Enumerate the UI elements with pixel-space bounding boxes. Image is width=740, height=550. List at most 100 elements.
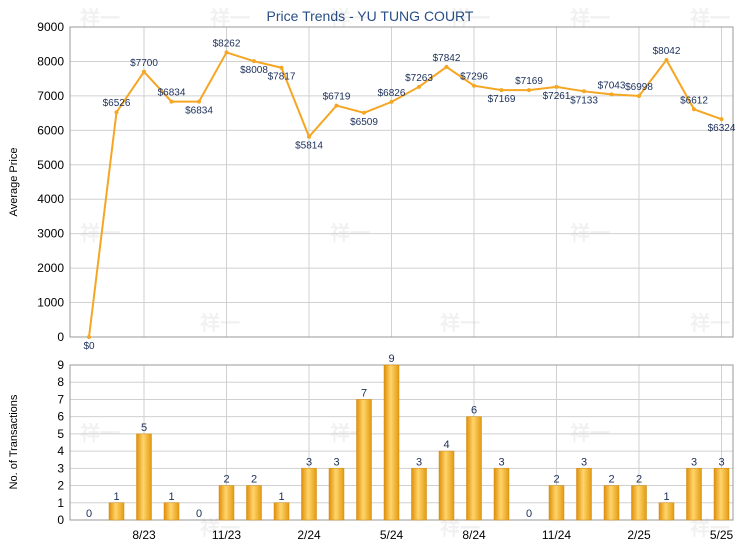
price-y-tick-label: 6000 <box>37 123 64 137</box>
price-point <box>609 92 614 97</box>
x-tick-label: 5/24 <box>380 528 404 542</box>
transactions-bar-label: 2 <box>223 474 229 486</box>
transactions-plot-frame <box>69 364 734 521</box>
transactions-bar <box>713 468 730 521</box>
watermark-text: 祥一 <box>690 6 730 30</box>
transactions-bar-label: 1 <box>113 491 119 503</box>
transactions-y-tick-label: 4 <box>57 444 64 458</box>
transactions-bar-label: 0 <box>526 508 532 520</box>
price-y-tick-label: 9000 <box>37 20 64 34</box>
price-point <box>362 110 366 115</box>
price-y-tick-label: 5000 <box>37 158 64 172</box>
price-point <box>307 134 311 139</box>
transactions-bar-label: 4 <box>443 439 449 451</box>
watermark-text: 祥一 <box>570 421 610 445</box>
transactions-bar <box>493 468 510 521</box>
price-data-label: $8042 <box>653 46 681 57</box>
price-data-label: $6509 <box>350 117 378 128</box>
price-y-tick-label: 4000 <box>37 192 64 206</box>
transactions-bar-label: 3 <box>691 456 697 468</box>
price-data-label: $6526 <box>103 98 131 109</box>
price-axis-label: Average Price <box>8 148 20 217</box>
transactions-y-tick-label: 0 <box>57 513 64 527</box>
price-point <box>142 69 146 74</box>
transactions-bar-label: 2 <box>636 474 642 486</box>
price-y-tick-label: 3000 <box>37 227 64 241</box>
price-point <box>114 110 119 115</box>
price-point <box>554 84 559 89</box>
price-point <box>169 99 174 104</box>
transactions-bar-label: 1 <box>663 491 669 503</box>
transactions-bar <box>383 364 400 521</box>
price-point <box>527 88 531 93</box>
price-data-label: $7169 <box>515 76 543 87</box>
price-point <box>87 335 91 339</box>
price-point <box>334 103 339 108</box>
transactions-bar <box>163 502 180 521</box>
price-data-label: $6834 <box>158 88 186 99</box>
price-point <box>224 50 229 55</box>
transactions-bar <box>548 485 565 521</box>
price-data-label: $6719 <box>323 92 351 103</box>
transactions-bar-label: 3 <box>718 456 724 468</box>
price-y-tick-label: 8000 <box>37 54 64 68</box>
price-point <box>279 65 284 70</box>
price-data-label: $7842 <box>433 53 461 64</box>
price-point <box>389 99 394 104</box>
price-data-label: $5814 <box>295 141 323 152</box>
price-point <box>664 57 669 62</box>
transactions-y-tick-label: 3 <box>57 461 64 475</box>
transactions-panel: 0 1 2 3 4 5 6 7 8 9 8/23 11/23 2/24 5/24 8/24 11/24 2/25… <box>57 353 733 542</box>
watermark-text: 祥一 <box>210 6 250 30</box>
transactions-bar-label: 0 <box>86 508 92 520</box>
price-point <box>637 93 641 98</box>
transactions-bar <box>108 502 125 521</box>
transactions-bar-label: 3 <box>498 456 504 468</box>
x-tick-label: 11/23 <box>212 528 241 542</box>
transactions-bar-label: 3 <box>416 456 422 468</box>
price-data-label: $6998 <box>625 82 653 93</box>
transactions-bar <box>576 468 592 521</box>
price-point <box>197 99 201 104</box>
x-tick-label: 11/24 <box>542 528 571 542</box>
price-point <box>417 84 421 89</box>
transactions-bar <box>631 485 647 521</box>
transactions-bar <box>246 485 262 521</box>
price-data-label: $7700 <box>130 58 158 69</box>
transactions-bar <box>466 416 482 521</box>
price-point <box>252 59 256 64</box>
price-data-label: $7043 <box>598 80 626 91</box>
price-point <box>692 107 696 112</box>
watermark-text: 祥一 <box>80 421 120 445</box>
transactions-y-tick-label: 9 <box>57 358 64 372</box>
transactions-bar-label: 1 <box>168 491 174 503</box>
transactions-bar-label: 7 <box>361 387 367 399</box>
transactions-bar-label: 9 <box>388 353 394 365</box>
transactions-bar-label: 2 <box>553 474 559 486</box>
transactions-bar <box>218 485 235 521</box>
watermark-text: 祥一 <box>690 311 730 335</box>
chart-title: Price Trends - YU TUNG COURT <box>267 8 474 24</box>
price-point <box>719 117 724 122</box>
price-data-label: $0 <box>83 341 95 352</box>
transactions-bar-label: 3 <box>306 456 312 468</box>
price-y-tick-label: 1000 <box>37 296 64 310</box>
transactions-y-tick-label: 1 <box>57 496 64 510</box>
price-data-label: $6612 <box>680 95 708 106</box>
transactions-bar <box>356 399 372 521</box>
transactions-bar-label: 3 <box>581 456 587 468</box>
price-point <box>582 89 586 94</box>
price-data-label: $7296 <box>460 72 488 83</box>
transactions-bar <box>273 502 290 521</box>
transactions-y-tick-label: 6 <box>57 410 64 424</box>
price-data-label: $7817 <box>268 72 296 83</box>
x-tick-label: 8/23 <box>132 528 156 542</box>
price-data-label: $7263 <box>405 73 433 84</box>
x-tick-label: 8/24 <box>462 528 486 542</box>
transactions-bar <box>658 502 675 521</box>
transactions-bar <box>438 450 455 521</box>
watermark-text: 祥一 <box>330 221 370 245</box>
